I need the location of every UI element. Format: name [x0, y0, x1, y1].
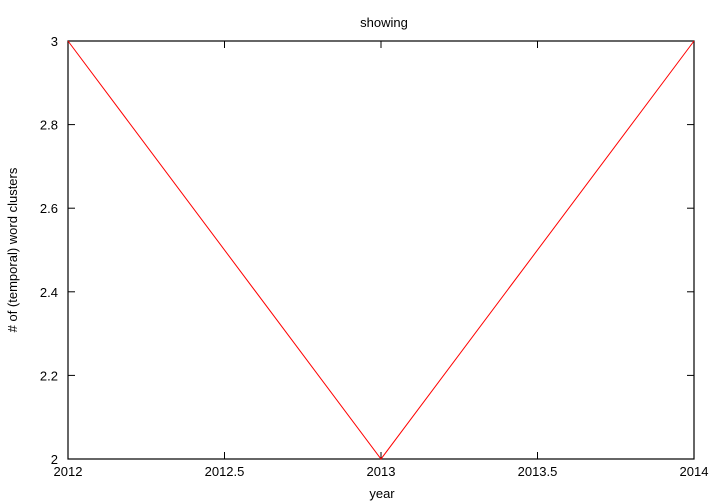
y-tick-label: 2.4 [40, 285, 58, 300]
y-tick-label: 2.2 [40, 368, 58, 383]
series-layer [67, 40, 695, 460]
y-axis: 2 2.2 2.4 2.6 2.8 3 [40, 34, 694, 467]
y-tick-label: 2 [51, 452, 58, 467]
y-axis-label: # of (temporal) word clusters [5, 167, 20, 332]
y-tick-label: 3 [51, 34, 58, 49]
x-tick-label: 2013 [367, 464, 396, 479]
x-tick-label: 2013.5 [518, 464, 558, 479]
series-line [67, 40, 695, 460]
y-tick-label: 2.8 [40, 118, 58, 133]
x-tick-label: 2012.5 [205, 464, 245, 479]
x-axis-label: year [369, 486, 395, 501]
x-tick-label: 2014 [680, 464, 709, 479]
plot-area [67, 40, 695, 460]
x-axis: 2012 2012.5 2013 2013.5 2014 [54, 41, 709, 479]
x-tick-label: 2012 [54, 464, 83, 479]
chart-title: showing [360, 15, 408, 30]
plot-border [67, 40, 695, 460]
y-tick-label: 2.6 [40, 201, 58, 216]
